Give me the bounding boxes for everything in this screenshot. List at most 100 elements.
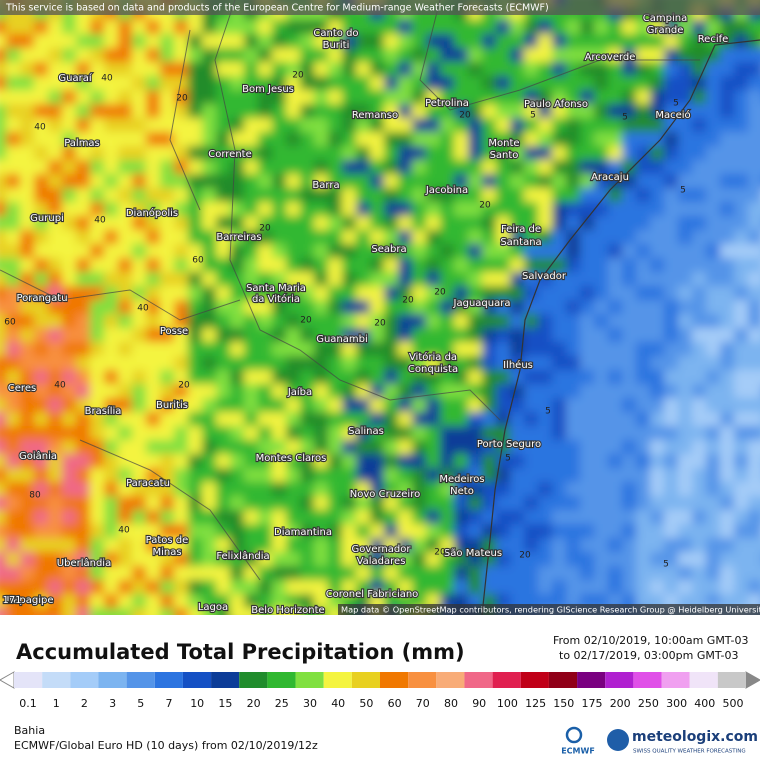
field-cell <box>300 622 315 637</box>
field-cell <box>720 132 735 147</box>
field-cell <box>566 34 581 49</box>
field-cell <box>0 286 7 301</box>
field-cell <box>748 328 760 343</box>
field-cell <box>6 258 21 273</box>
field-cell <box>258 258 273 273</box>
field-cell <box>706 202 721 217</box>
field-cell <box>48 258 63 273</box>
field-cell <box>664 566 679 581</box>
field-cell <box>398 314 413 329</box>
field-cell <box>720 384 735 399</box>
field-cell <box>286 146 301 161</box>
field-cell <box>594 118 609 133</box>
field-cell <box>118 188 133 203</box>
field-cell <box>202 132 217 147</box>
field-cell <box>20 76 35 91</box>
field-cell <box>118 286 133 301</box>
field-cell <box>594 258 609 273</box>
field-cell <box>216 230 231 245</box>
field-cell <box>258 300 273 315</box>
field-cell <box>468 356 483 371</box>
field-cell <box>76 62 91 77</box>
field-cell <box>174 104 189 119</box>
field-cell <box>0 426 7 441</box>
field-cell <box>552 524 567 539</box>
field-cell <box>496 34 511 49</box>
field-cell <box>622 230 637 245</box>
field-cell <box>720 412 735 427</box>
field-cell <box>20 216 35 231</box>
field-cell <box>118 132 133 147</box>
field-cell <box>76 384 91 399</box>
field-cell <box>552 76 567 91</box>
field-cell <box>258 104 273 119</box>
field-cell <box>496 48 511 63</box>
attribution-bar <box>338 604 760 615</box>
field-cell <box>118 552 133 567</box>
field-cell <box>342 272 357 287</box>
field-cell <box>34 62 49 77</box>
field-cell <box>62 34 77 49</box>
field-cell <box>398 258 413 273</box>
field-cell <box>104 146 119 161</box>
field-cell <box>0 538 7 553</box>
field-cell <box>524 20 539 35</box>
field-cell <box>524 370 539 385</box>
field-cell <box>132 216 147 231</box>
field-cell <box>258 62 273 77</box>
field-cell <box>230 118 245 133</box>
field-cell <box>720 454 735 469</box>
field-cell <box>90 622 105 637</box>
field-cell <box>370 272 385 287</box>
field-cell <box>0 48 7 63</box>
field-cell <box>34 48 49 63</box>
contour-label: 20 <box>300 316 312 326</box>
field-cell <box>146 314 161 329</box>
field-cell <box>118 34 133 49</box>
field-cell <box>636 216 651 231</box>
field-cell <box>104 216 119 231</box>
field-cell <box>356 34 371 49</box>
field-cell <box>230 216 245 231</box>
field-cell <box>454 566 469 581</box>
field-cell <box>440 202 455 217</box>
field-cell <box>160 34 175 49</box>
field-cell <box>636 62 651 77</box>
field-cell <box>748 20 760 35</box>
field-cell <box>34 552 49 567</box>
field-cell <box>272 230 287 245</box>
field-cell <box>720 286 735 301</box>
field-cell <box>62 566 77 581</box>
field-cell <box>538 300 553 315</box>
field-cell <box>524 482 539 497</box>
field-cell <box>258 580 273 595</box>
field-cell <box>482 482 497 497</box>
field-cell <box>468 538 483 553</box>
field-cell <box>678 524 693 539</box>
field-cell <box>342 370 357 385</box>
field-cell <box>748 118 760 133</box>
field-cell <box>650 160 665 175</box>
field-cell <box>216 384 231 399</box>
field-cell <box>538 230 553 245</box>
field-cell <box>34 300 49 315</box>
field-cell <box>706 104 721 119</box>
field-cell <box>300 90 315 105</box>
field-cell <box>230 76 245 91</box>
field-cell <box>0 118 7 133</box>
field-cell <box>90 524 105 539</box>
field-cell <box>510 286 525 301</box>
field-cell <box>748 370 760 385</box>
field-cell <box>370 482 385 497</box>
field-cell <box>426 76 441 91</box>
field-cell <box>216 132 231 147</box>
field-cell <box>20 482 35 497</box>
field-cell <box>286 286 301 301</box>
field-cell <box>62 328 77 343</box>
field-cell <box>580 538 595 553</box>
field-cell <box>454 524 469 539</box>
field-cell <box>580 510 595 525</box>
field-cell <box>6 132 21 147</box>
field-cell <box>384 496 399 511</box>
field-cell <box>230 104 245 119</box>
